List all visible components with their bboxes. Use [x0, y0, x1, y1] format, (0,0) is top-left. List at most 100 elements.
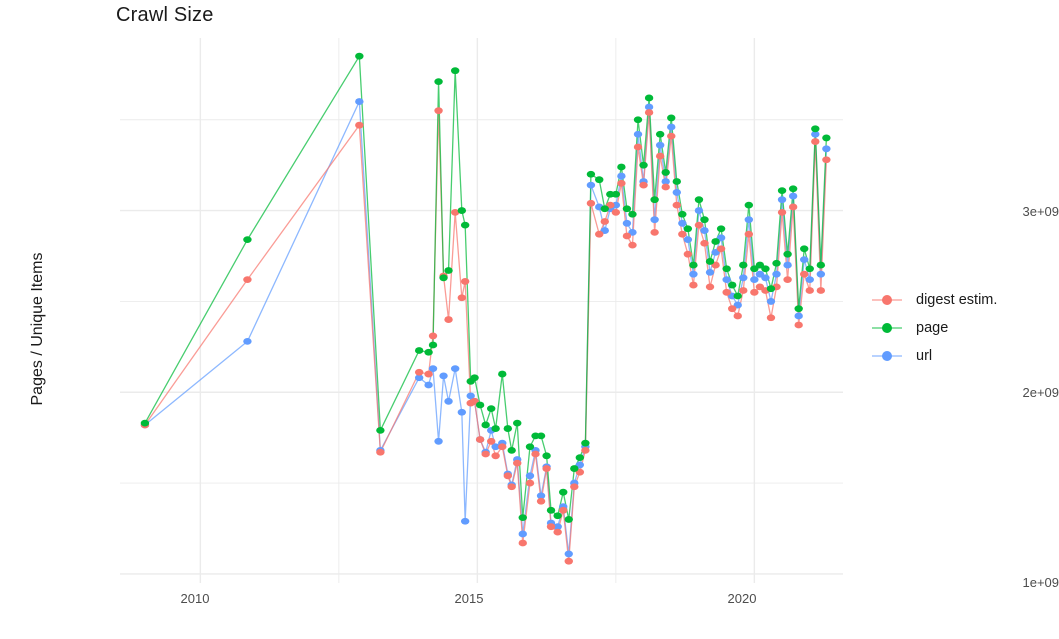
- data-point-page: [507, 446, 516, 454]
- data-point-page: [450, 67, 460, 75]
- data-point-digest-estim: [457, 294, 467, 302]
- data-point-page: [639, 161, 648, 169]
- data-point-digest-estim: [611, 209, 621, 216]
- data-point-url: [355, 98, 364, 105]
- x-tick-label-2010: 2010: [180, 591, 210, 606]
- data-point-digest-estim: [750, 288, 759, 296]
- data-point-digest-estim: [581, 446, 590, 454]
- data-point-url: [434, 437, 443, 445]
- data-point-page: [491, 425, 500, 432]
- data-point-page: [457, 207, 467, 214]
- data-point-page: [772, 259, 781, 267]
- data-point-digest-estim: [805, 287, 814, 294]
- data-point-url: [777, 196, 787, 204]
- data-point-page: [783, 250, 792, 258]
- data-point-digest-estim: [570, 483, 579, 491]
- data-point-url: [617, 172, 626, 180]
- data-point-page: [595, 176, 604, 184]
- data-point-page: [678, 210, 687, 218]
- data-point-digest-estim: [622, 232, 632, 240]
- legend-dot-digest-estim: [882, 295, 892, 305]
- data-point-url: [766, 298, 776, 305]
- data-point-digest-estim: [783, 276, 792, 284]
- data-point-digest-estim: [546, 523, 556, 531]
- legend-item-page[interactable]: page: [872, 314, 1052, 342]
- y-tick-label-3e09: 3e+09: [1022, 204, 1059, 219]
- data-point-page: [766, 285, 776, 293]
- data-point-digest-estim: [667, 132, 676, 140]
- data-point-digest-estim: [716, 245, 726, 253]
- data-point-url: [678, 219, 687, 227]
- data-point-digest-estim: [794, 321, 803, 329]
- gridlines-major: [120, 38, 843, 583]
- data-point-digest-estim: [639, 181, 648, 189]
- data-point-digest-estim: [705, 283, 715, 291]
- data-point-page: [553, 512, 562, 520]
- legend-item-digest-estim[interactable]: digest estim.: [872, 286, 1052, 314]
- data-point-url: [650, 216, 659, 224]
- data-point-page: [800, 245, 809, 253]
- data-point-page: [628, 210, 637, 218]
- data-point-digest-estim: [531, 450, 540, 458]
- data-point-page: [711, 238, 720, 245]
- data-point-digest-estim: [542, 465, 551, 472]
- data-point-page: [644, 94, 654, 102]
- legend-item-url[interactable]: url: [872, 342, 1052, 370]
- data-point-digest-estim: [644, 109, 654, 116]
- legend-label-url: url: [916, 348, 933, 364]
- data-point-page: [581, 439, 590, 447]
- data-point-url: [800, 256, 809, 264]
- data-point-digest-estim: [491, 452, 500, 460]
- data-point-page: [777, 187, 787, 195]
- legend-key-digest-estim-icon: [872, 288, 902, 312]
- data-point-page: [481, 421, 490, 429]
- data-point-url: [633, 130, 643, 138]
- data-point-digest-estim: [525, 479, 535, 487]
- data-point-url: [536, 492, 546, 500]
- gridlines-minor: [120, 38, 843, 583]
- data-point-url: [460, 517, 470, 525]
- data-point-page: [744, 201, 754, 209]
- data-point-url: [518, 530, 527, 538]
- page-title: Crawl Size: [116, 4, 214, 26]
- data-point-digest-estim: [376, 448, 385, 456]
- data-point-digest-estim: [507, 483, 516, 491]
- data-point-page: [689, 261, 698, 269]
- data-point-page: [559, 488, 568, 496]
- data-point-digest-estim: [777, 209, 787, 216]
- data-point-page: [622, 205, 632, 213]
- data-point-page: [822, 134, 831, 142]
- data-point-url: [761, 274, 770, 282]
- data-point-page: [424, 348, 433, 356]
- data-point-digest-estim: [595, 230, 604, 238]
- data-point-url: [586, 181, 596, 189]
- data-point-digest-estim: [694, 221, 704, 229]
- plot-area: [120, 38, 843, 583]
- data-point-digest-estim: [739, 287, 748, 294]
- data-point-page: [794, 305, 803, 313]
- data-point-page: [586, 170, 596, 178]
- data-point-page: [470, 374, 479, 382]
- data-point-page: [564, 516, 573, 523]
- x-tick-label-2015: 2015: [454, 591, 484, 606]
- data-point-url: [564, 550, 573, 558]
- data-point-url: [622, 219, 632, 227]
- data-point-digest-estim: [553, 528, 562, 536]
- y-axis-title: Pages / Unique Items: [29, 252, 46, 406]
- data-point-digest-estim: [586, 199, 596, 207]
- data-point-page: [140, 419, 150, 427]
- series-points: [140, 52, 831, 565]
- chart-legend: digest estim. page url: [872, 286, 1052, 370]
- data-point-digest-estim: [822, 156, 831, 164]
- data-point-page: [498, 370, 507, 378]
- data-point-url: [772, 270, 781, 278]
- data-point-page: [487, 405, 496, 412]
- data-point-page: [503, 425, 513, 432]
- data-point-url: [783, 261, 792, 269]
- data-point-page: [428, 341, 438, 349]
- data-point-url: [444, 397, 453, 405]
- data-point-url: [672, 189, 681, 196]
- data-point-digest-estim: [700, 239, 709, 247]
- data-point-url: [466, 392, 475, 400]
- data-point-digest-estim: [733, 312, 742, 320]
